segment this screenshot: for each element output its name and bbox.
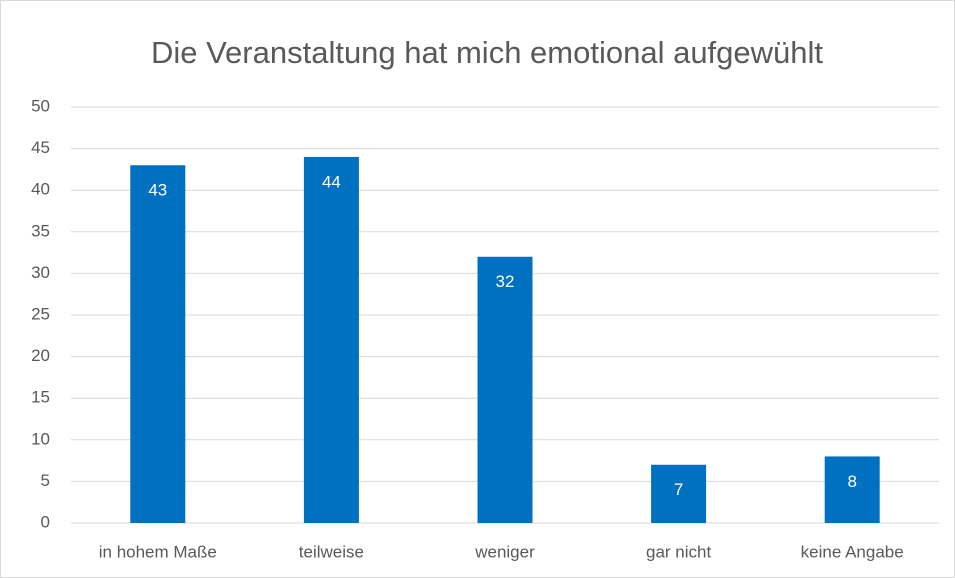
bar bbox=[824, 456, 880, 523]
data-label: 32 bbox=[496, 272, 515, 291]
y-tick-label: 10 bbox=[31, 429, 50, 448]
y-tick-label: 45 bbox=[31, 138, 50, 157]
data-label: 44 bbox=[322, 172, 341, 191]
y-tick-label: 30 bbox=[31, 263, 50, 282]
bar bbox=[303, 156, 359, 524]
y-tick-label: 25 bbox=[31, 304, 50, 323]
x-tick-label: weniger bbox=[474, 542, 535, 561]
y-tick-label: 20 bbox=[31, 346, 50, 365]
data-label: 7 bbox=[674, 480, 683, 499]
chart-title: Die Veranstaltung hat mich emotional auf… bbox=[151, 35, 823, 70]
x-tick-label: keine Angabe bbox=[801, 542, 904, 561]
y-tick-label: 0 bbox=[41, 512, 50, 531]
bar bbox=[651, 464, 707, 523]
y-tick-label: 40 bbox=[31, 180, 50, 199]
x-tick-label: teilweise bbox=[299, 542, 364, 561]
bar bbox=[130, 165, 186, 524]
x-tick-label: gar nicht bbox=[646, 542, 711, 561]
y-tick-label: 15 bbox=[31, 388, 50, 407]
x-tick-label: in hohem Maße bbox=[99, 542, 217, 561]
y-tick-label: 5 bbox=[41, 471, 50, 490]
data-label: 8 bbox=[847, 472, 856, 491]
y-tick-label: 35 bbox=[31, 221, 50, 240]
bar bbox=[477, 256, 533, 523]
data-label: 43 bbox=[148, 181, 167, 200]
y-tick-label: 50 bbox=[31, 96, 50, 115]
